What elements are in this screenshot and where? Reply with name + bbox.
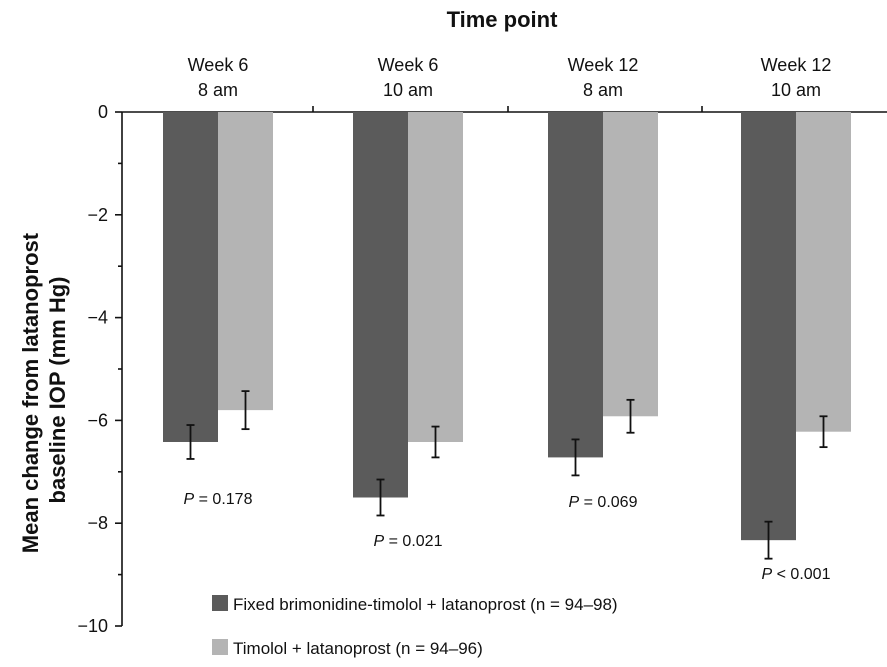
category-label: Week 6 10 am — [378, 55, 439, 100]
category-label-line-1: Week 12 — [761, 55, 832, 75]
legend-label-1: Fixed brimonidine-timolol + latanoprost … — [233, 595, 618, 614]
category-label-line-1: Week 6 — [188, 55, 249, 75]
p-value-text: = 0.069 — [579, 494, 637, 511]
bar-series-2 — [603, 112, 658, 417]
y-axis-label-line-2: baseline IOP (mm Hg) — [45, 277, 70, 504]
legend: Fixed brimonidine-timolol + latanoprost … — [212, 595, 618, 658]
legend-swatch-1 — [212, 595, 228, 611]
p-value-symbol: P — [374, 533, 385, 550]
category-label: Week 12 10 am — [761, 55, 832, 100]
y-tick-label: −8 — [87, 513, 108, 533]
y-axis-label-line-1: Mean change from latanoprost — [18, 232, 43, 553]
y-axis-label: Mean change from latanoprost baseline IO… — [18, 227, 70, 553]
y-tick-label: −2 — [87, 205, 108, 225]
y-tick-label: −10 — [77, 616, 108, 636]
p-value-text: = 0.178 — [194, 491, 252, 508]
p-value-label: P = 0.069 — [569, 494, 638, 511]
category-label-line-2: 10 am — [383, 80, 433, 100]
category-label-line-1: Week 12 — [568, 55, 639, 75]
bar-series-1 — [741, 112, 796, 541]
category-label-line-2: 8 am — [583, 80, 623, 100]
bars — [163, 112, 851, 560]
legend-swatch-2 — [212, 639, 228, 655]
category-label: Week 6 8 am — [188, 55, 249, 100]
p-value-label: P < 0.001 — [762, 566, 831, 583]
y-tick-label: −4 — [87, 308, 108, 328]
bar-series-1 — [353, 112, 408, 498]
p-value-text: = 0.021 — [384, 533, 442, 550]
bar-series-1 — [548, 112, 603, 458]
legend-label-2: Timolol + latanoprost (n = 94–96) — [233, 639, 483, 658]
p-value-symbol: P — [184, 491, 195, 508]
bar-series-2 — [408, 112, 463, 442]
p-value-label: P = 0.021 — [374, 533, 443, 550]
y-tick-label: 0 — [98, 102, 108, 122]
p-value-symbol: P — [762, 566, 773, 583]
p-value-label: P = 0.178 — [184, 491, 253, 508]
p-value-text: < 0.001 — [772, 566, 830, 583]
category-label-line-2: 8 am — [198, 80, 238, 100]
category-label-line-1: Week 6 — [378, 55, 439, 75]
category-label-line-2: 10 am — [771, 80, 821, 100]
y-tick-label: −6 — [87, 410, 108, 430]
chart-title: Time point — [447, 7, 558, 32]
bar-series-2 — [796, 112, 851, 432]
p-value-symbol: P — [569, 494, 580, 511]
labels: Week 6 8 am Week 6 10 am Week 12 8 am Week 12 1… — [184, 55, 832, 583]
bar-series-2 — [218, 112, 273, 411]
category-label: Week 12 8 am — [568, 55, 639, 100]
bar-series-1 — [163, 112, 218, 442]
